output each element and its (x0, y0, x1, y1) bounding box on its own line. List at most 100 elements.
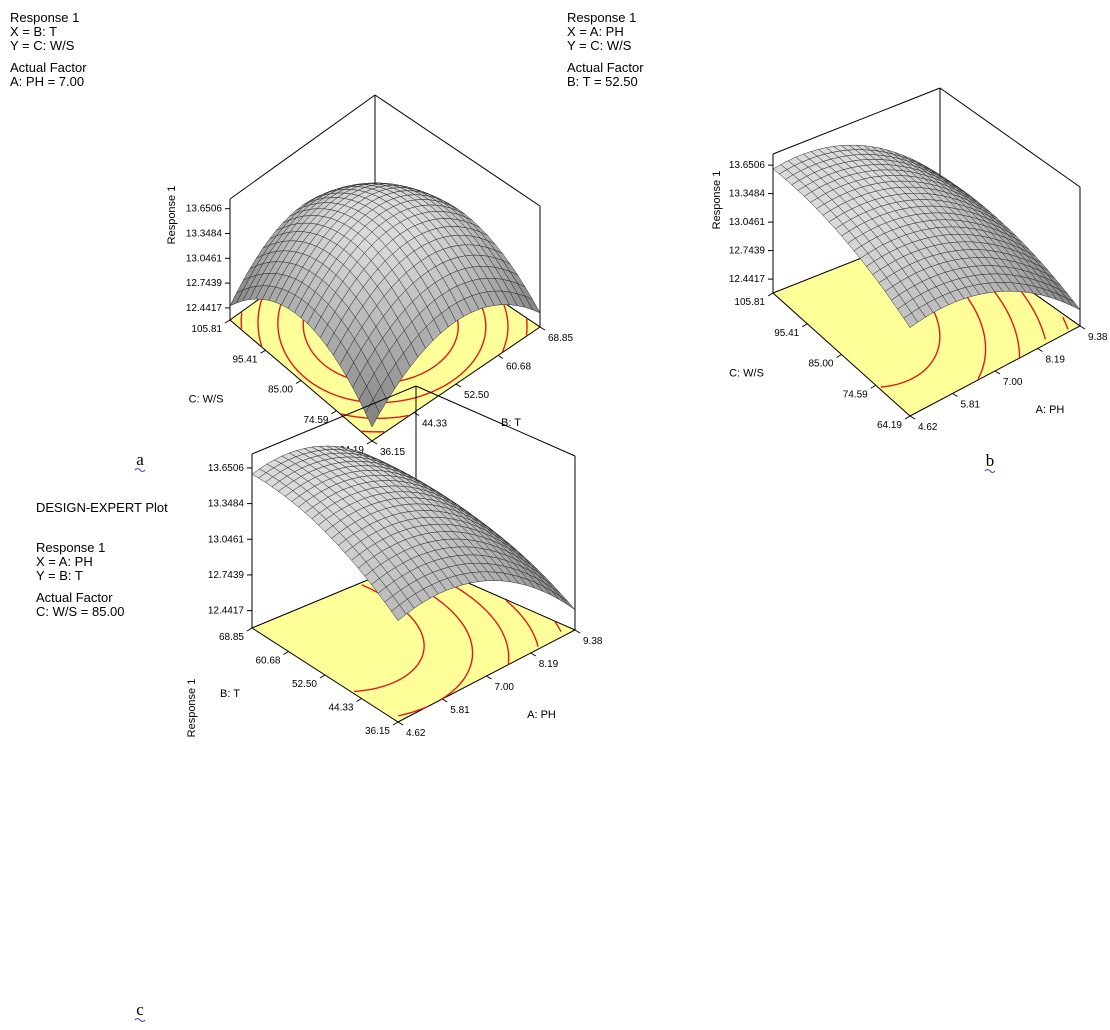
y-tick-label: 74.59 (303, 415, 328, 426)
x-tick-label: 7.00 (1003, 377, 1023, 388)
panel-label-underline (134, 468, 146, 472)
y-tick-mark (283, 651, 289, 655)
info-y-factor: Y = C: W/S (567, 38, 632, 53)
y-tick-mark (331, 410, 337, 415)
info-y-factor: Y = B: T (36, 568, 83, 583)
info-x-factor: X = B: T (10, 24, 57, 39)
x-tick-label: 44.33 (422, 419, 447, 430)
info-actual-factor-title: Actual Factor (10, 60, 87, 75)
contour-line (361, 430, 385, 433)
panel-label: a (136, 450, 144, 469)
x-tick-mark (952, 393, 958, 397)
response-surface (251, 445, 576, 622)
z-tick-label: 12.4417 (729, 274, 766, 285)
z-axis-label: Response 1 (711, 171, 723, 230)
contour-line (505, 599, 539, 647)
y-tick-label: 85.00 (268, 385, 293, 396)
y-tick-label: 105.81 (734, 297, 765, 308)
contour-line (554, 621, 562, 632)
y-axis-label: C: W/S (189, 394, 224, 406)
y-tick-mark (392, 721, 399, 726)
x-tick-label: 36.15 (380, 447, 405, 458)
x-tick-mark (441, 698, 448, 703)
y-tick-mark (870, 384, 877, 389)
response-surface (772, 144, 1081, 329)
x-tick-mark (530, 652, 537, 657)
info-actual-factor-title: Actual Factor (567, 60, 644, 75)
surface-cell (365, 398, 380, 428)
panel-label: c (136, 1000, 144, 1019)
contour-line (257, 297, 264, 347)
z-tick-label: 12.7439 (729, 246, 766, 257)
z-tick-label: 13.3484 (186, 228, 223, 239)
y-tick-label: 52.50 (292, 679, 317, 690)
x-tick-mark (497, 355, 504, 359)
x-tick-label: 8.19 (539, 659, 559, 670)
contour-line (525, 318, 528, 336)
figure-header: DESIGN-EXPERT Plot (36, 500, 168, 515)
y-tick-label: 44.33 (328, 703, 353, 714)
frame-top-left (229, 94, 376, 200)
panel-label-underline (984, 469, 996, 473)
x-tick-label: 4.62 (918, 422, 938, 433)
y-tick-mark (224, 319, 231, 324)
z-tick-label: 13.3484 (208, 499, 245, 510)
contour-line (361, 584, 374, 591)
surface-cell (903, 312, 919, 329)
y-tick-mark (366, 440, 373, 445)
x-tick-label: 5.81 (961, 400, 981, 411)
y-tick-label: 36.15 (365, 726, 390, 737)
info-response: Response 1 (10, 10, 79, 25)
info-actual-factor-value: A: PH = 7.00 (10, 74, 84, 89)
surface-cell (391, 604, 407, 622)
y-tick-label: 74.59 (843, 389, 868, 400)
frame-top-left (772, 87, 941, 155)
x-tick-mark (994, 370, 1001, 375)
y-tick-mark (836, 354, 842, 358)
y-tick-label: 95.41 (774, 328, 799, 339)
x-tick-mark (539, 326, 546, 331)
z-tick-label: 13.0461 (208, 534, 245, 545)
x-tick-mark (909, 415, 916, 420)
x-tick-mark (397, 721, 404, 726)
x-tick-label: 5.81 (450, 705, 470, 716)
y-axis-label: B: T (220, 688, 240, 700)
z-tick-label: 12.7439 (186, 278, 223, 289)
z-tick-label: 12.4417 (186, 303, 223, 314)
x-axis-label: A: PH (1036, 404, 1065, 416)
info-x-factor: X = A: PH (567, 24, 624, 39)
surface-cell (559, 595, 576, 610)
x-tick-label: 60.68 (506, 362, 531, 373)
y-tick-label: 85.00 (808, 359, 833, 370)
z-tick-label: 13.6506 (729, 160, 766, 171)
surface-plot-b: Response 1 X = A: PHY = C: W/S Actual Fact… (567, 10, 1108, 473)
info-actual-factor-value: B: T = 52.50 (567, 74, 638, 89)
y-tick-mark (260, 349, 266, 354)
z-axis-label: Response 1 (186, 679, 198, 738)
x-tick-label: 52.50 (464, 390, 489, 401)
x-tick-mark (1037, 348, 1043, 352)
z-tick-label: 13.6506 (186, 204, 223, 215)
frame-top-right (374, 94, 541, 207)
panel-label: b (986, 451, 995, 470)
info-actual-factor-title: Actual Factor (36, 590, 113, 605)
y-tick-mark (319, 674, 326, 679)
y-tick-mark (356, 698, 362, 702)
x-tick-mark (455, 383, 462, 388)
y-tick-mark (904, 415, 911, 420)
z-tick-label: 13.3484 (729, 189, 766, 200)
y-tick-label: 64.19 (877, 420, 902, 431)
x-axis-label: B: T (501, 417, 521, 429)
x-tick-label: 8.19 (1046, 355, 1066, 366)
info-response: Response 1 (36, 540, 105, 555)
z-axis-label: Response 1 (166, 186, 178, 245)
y-tick-mark (246, 627, 253, 632)
y-tick-label: 105.81 (191, 324, 222, 335)
y-tick-mark (295, 380, 302, 384)
y-tick-mark (767, 292, 774, 297)
x-tick-label: 9.38 (1088, 332, 1108, 343)
x-tick-label: 68.85 (548, 333, 573, 344)
frame-top-left (251, 385, 417, 455)
